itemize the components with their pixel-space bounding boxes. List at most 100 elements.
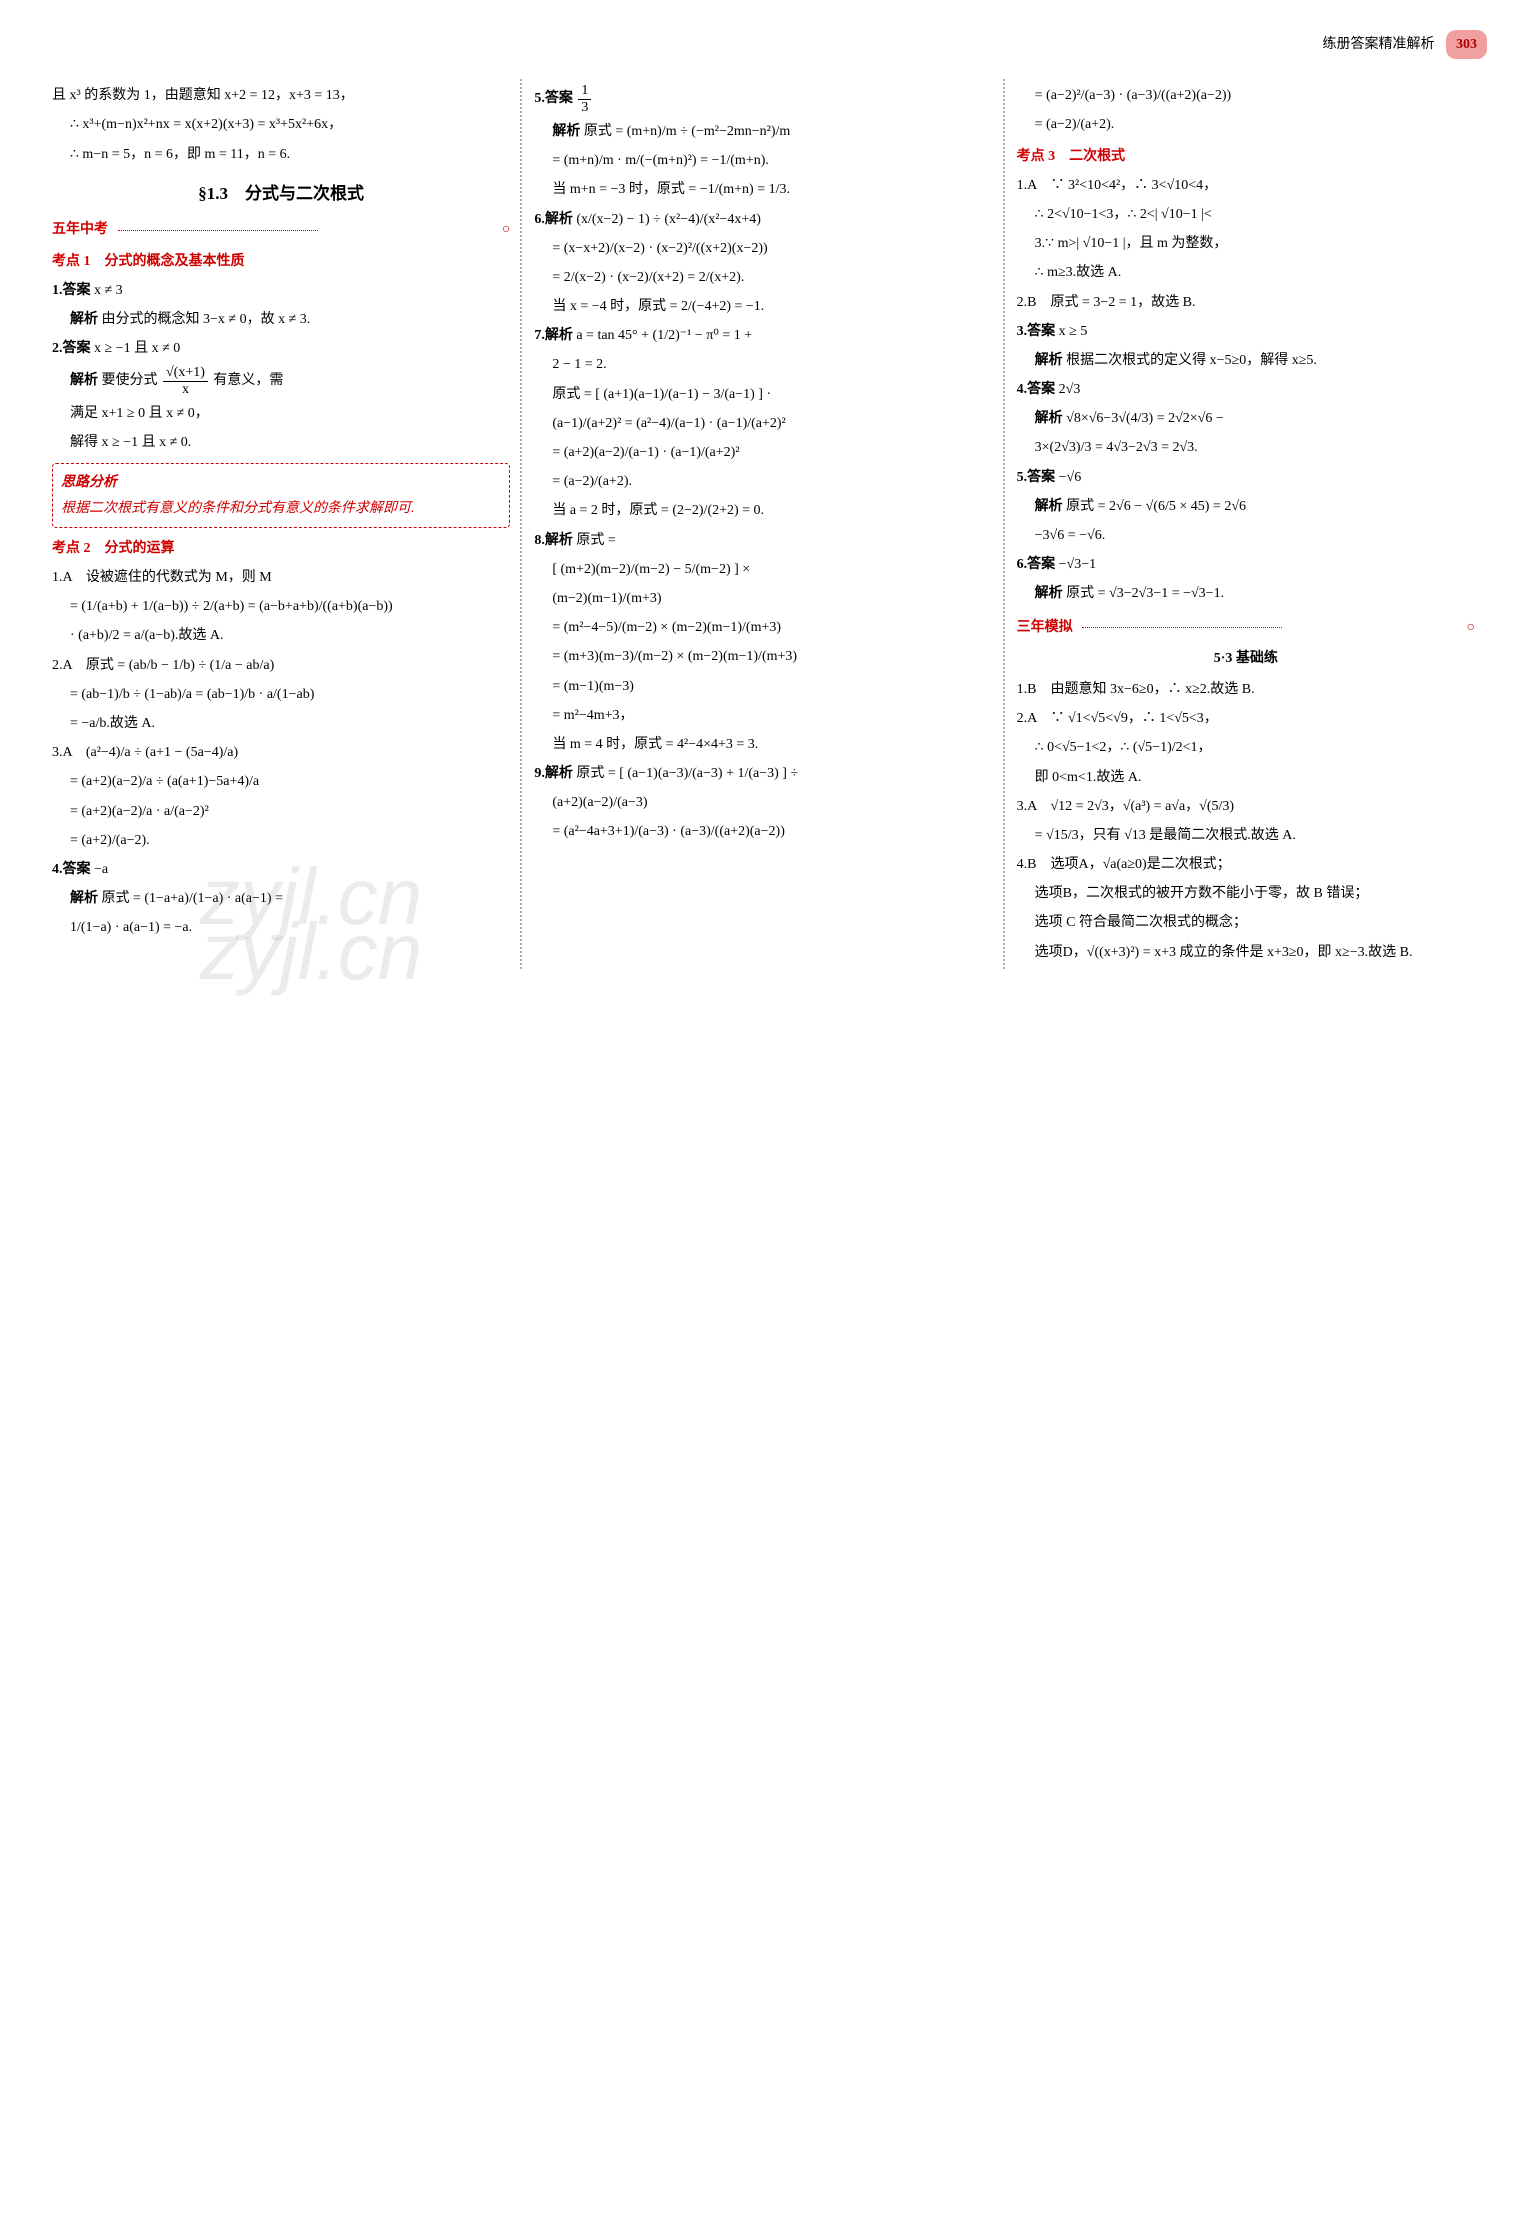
kaodian-2-title: 考点 2 分式的运算 (52, 536, 510, 561)
answer-value: x ≥ −1 且 x ≠ 0 (94, 341, 180, 356)
three-years-header: 三年模拟 ○ (1017, 615, 1475, 640)
cont-l1: = (a−2)²/(a−3) · (a−3)/((a+2)(a−2)) (1035, 83, 1475, 108)
answer-value: −√6 (1059, 470, 1082, 485)
q7-l2: 2 − 1 = 2. (552, 352, 992, 377)
sq2c: 即 0<m<1.故选 A. (1035, 765, 1475, 790)
q2-line: 解得 x ≥ −1 且 x ≠ 0. (70, 430, 510, 455)
subhead: 5·3 基础练 (1017, 646, 1475, 671)
c3-q1d: ∴ m≥3.故选 A. (1035, 260, 1475, 285)
q9-l2: (a+2)(a−2)/(a−3) (552, 790, 992, 815)
jiexi-label: 解析 (1035, 586, 1063, 601)
q1-jiexi: 解析 由分式的概念知 3−x ≠ 0，故 x ≠ 3. (70, 307, 510, 332)
content-columns: 且 x³ 的系数为 1，由题意知 x+2 = 12，x+3 = 13， ∴ x³… (40, 79, 1487, 969)
q6-l3: = 2/(x−2) · (x−2)/(x+2) = 2/(x+2). (552, 265, 992, 290)
kd2-q3d: = (a+2)/(a−2). (70, 828, 510, 853)
numerator: 1 (578, 83, 591, 99)
c3-q4-jiexi2: 3×(2√3)/3 = 4√3−2√3 = 2√3. (1035, 435, 1475, 460)
q8-l8: 当 m = 4 时，原式 = 4²−4×4+3 = 3. (552, 732, 992, 757)
answer-value: −a (94, 862, 108, 877)
sq1: 1.B 由题意知 3x−6≥0，∴ x≥2.故选 B. (1017, 677, 1475, 702)
q7-l7: 当 a = 2 时，原式 = (2−2)/(2+2) = 0. (552, 498, 992, 523)
page-number: 303 (1446, 30, 1487, 59)
sq3: 3.A √12 = 2√3，√(a³) = a√a，√(5/3) (1017, 794, 1475, 819)
kd2-q1c: · (a+b)/2 = a/(a−b).故选 A. (70, 623, 510, 648)
jiexi-label: 7.解析 (534, 328, 573, 343)
q7-l5: = (a+2)(a−2)/(a−1) · (a−1)/(a+2)² (552, 440, 992, 465)
sq2: 2.A ∵ √1<√5<√9，∴ 1<√5<3， (1017, 706, 1475, 731)
answer-label: 4.答案 (1017, 382, 1056, 397)
fraction: √(x+1) x (163, 365, 208, 397)
jiexi-label: 解析 (1035, 499, 1063, 514)
q1: 1.答案 x ≠ 3 (52, 278, 510, 303)
answer-label: 5.答案 (534, 91, 573, 106)
q8-l7: = m²−4m+3， (552, 703, 992, 728)
q2-jiexi: 解析 要使分式 √(x+1) x 有意义，需 (70, 365, 510, 397)
five-years-header: 五年中考 ○ (52, 217, 510, 242)
sq4c: 选项 C 符合最简二次根式的概念； (1035, 910, 1475, 935)
jiexi-label: 9.解析 (534, 766, 573, 781)
q6: 6.解析 (x/(x−2) − 1) ÷ (x²−4)/(x²−4x+4) (534, 207, 992, 232)
c3-q1c: 3.∵ m>| √10−1 |，且 m 为整数， (1035, 231, 1475, 256)
answer-label: 5.答案 (1017, 470, 1056, 485)
jiexi-label: 解析 (70, 373, 98, 388)
text: a = tan 45° + (1/2)⁻¹ − π⁰ = 1 + (576, 328, 752, 343)
text: 根据二次根式的定义得 x−5≥0，解得 x≥5. (1066, 353, 1317, 368)
pre-text: ∴ m−n = 5，n = 6，即 m = 11，n = 6. (70, 142, 510, 167)
answer-label: 1.答案 (52, 283, 91, 298)
c3-q4-jiexi: 解析 √8×√6−3√(4/3) = 2√2×√6 − (1035, 406, 1475, 431)
page-header: 练册答案精准解析 303 (40, 30, 1487, 59)
answer-value: 2√3 (1059, 382, 1081, 397)
denominator: x (163, 382, 208, 397)
kaodian-3-title: 考点 3 二次根式 (1017, 144, 1475, 169)
text: √8×√6−3√(4/3) = 2√2×√6 − (1066, 411, 1224, 426)
kd2-q4-jiexi: 解析 原式 = (1−a+a)/(1−a) · a(a−1) = (70, 886, 510, 911)
kd2-q4-jiexi2: 1/(1−a) · a(a−1) = −a. (70, 915, 510, 940)
tip-body: 根据二次根式有意义的条件和分式有意义的条件求解即可. (61, 496, 501, 521)
q9: 9.解析 原式 = [ (a−1)(a−3)/(a−3) + 1/(a−3) ]… (534, 761, 992, 786)
q8-l3: (m−2)(m−1)/(m+3) (552, 586, 992, 611)
jiexi-label: 解析 (70, 891, 98, 906)
kd2-q3b: = (a+2)(a−2)/a ÷ (a(a+1)−5a+4)/a (70, 769, 510, 794)
column-1: 且 x³ 的系数为 1，由题意知 x+2 = 12，x+3 = 13， ∴ x³… (40, 79, 522, 969)
q8-l2: [ (m+2)(m−2)/(m−2) − 5/(m−2) ] × (552, 557, 992, 582)
jiexi-label: 6.解析 (534, 212, 573, 227)
answer-value: x ≠ 3 (94, 283, 123, 298)
q7-l3: 原式 = [ (a+1)(a−1)/(a−1) − 3/(a−1) ] · (552, 382, 992, 407)
kd2-q2c: = −a/b.故选 A. (70, 711, 510, 736)
c3-q5: 5.答案 −√6 (1017, 465, 1475, 490)
text: 原式 = √3−2√3−1 = −√3−1. (1066, 586, 1224, 601)
pre-text: ∴ x³+(m−n)x²+nx = x(x+2)(x+3) = x³+5x²+6… (70, 112, 510, 137)
kd2-q3: 3.A (a²−4)/a ÷ (a+1 − (5a−4)/a) (52, 740, 510, 765)
three-years-label: 三年模拟 (1017, 620, 1073, 635)
tip-box: 思路分析 根据二次根式有意义的条件和分式有意义的条件求解即可. (52, 463, 510, 527)
numerator: √(x+1) (163, 365, 208, 381)
q8-l5: = (m+3)(m−3)/(m−2) × (m−2)(m−1)/(m+3) (552, 644, 992, 669)
c3-q5-jiexi2: −3√6 = −√6. (1035, 523, 1475, 548)
kaodian-1-title: 考点 1 分式的概念及基本性质 (52, 249, 510, 274)
q5-l2: = (m+n)/m · m/(−(m+n)²) = −1/(m+n). (552, 148, 992, 173)
five-years-label: 五年中考 (52, 222, 108, 237)
header-title: 练册答案精准解析 (1323, 37, 1435, 52)
column-3: = (a−2)²/(a−3) · (a−3)/((a+2)(a−2)) = (a… (1005, 79, 1487, 969)
answer-label: 4.答案 (52, 862, 91, 877)
answer-value: −√3−1 (1059, 557, 1096, 572)
sq4b: 选项B，二次根式的被开方数不能小于零，故 B 错误； (1035, 881, 1475, 906)
jiexi-label: 解析 (1035, 411, 1063, 426)
c3-q2: 2.B 原式 = 3−2 = 1，故选 B. (1017, 290, 1475, 315)
fraction: 1 3 (578, 83, 591, 115)
c3-q3: 3.答案 x ≥ 5 (1017, 319, 1475, 344)
text: 原式 = (576, 533, 615, 548)
text: 原式 = (1−a+a)/(1−a) · a(a−1) = (102, 891, 283, 906)
text: 原式 = (m+n)/m ÷ (−m²−2mn−n²)/m (584, 124, 790, 139)
text: 有意义，需 (213, 373, 283, 388)
tip-title: 思路分析 (61, 475, 117, 490)
c3-q3-jiexi: 解析 根据二次根式的定义得 x−5≥0，解得 x≥5. (1035, 348, 1475, 373)
section-title: §1.3 分式与二次根式 (52, 179, 510, 210)
q5-l3: 当 m+n = −3 时，原式 = −1/(m+n) = 1/3. (552, 177, 992, 202)
jiexi-label: 解析 (70, 312, 98, 327)
q9-l3: = (a²−4a+3+1)/(a−3) · (a−3)/((a+2)(a−2)) (552, 819, 992, 844)
text: 原式 = 2√6 − √(6/5 × 45) = 2√6 (1066, 499, 1246, 514)
q8-l4: = (m²−4−5)/(m−2) × (m−2)(m−1)/(m+3) (552, 615, 992, 640)
sq4d: 选项D，√((x+3)²) = x+3 成立的条件是 x+3≥0，即 x≥−3.… (1035, 940, 1475, 965)
q7-l6: = (a−2)/(a+2). (552, 469, 992, 494)
